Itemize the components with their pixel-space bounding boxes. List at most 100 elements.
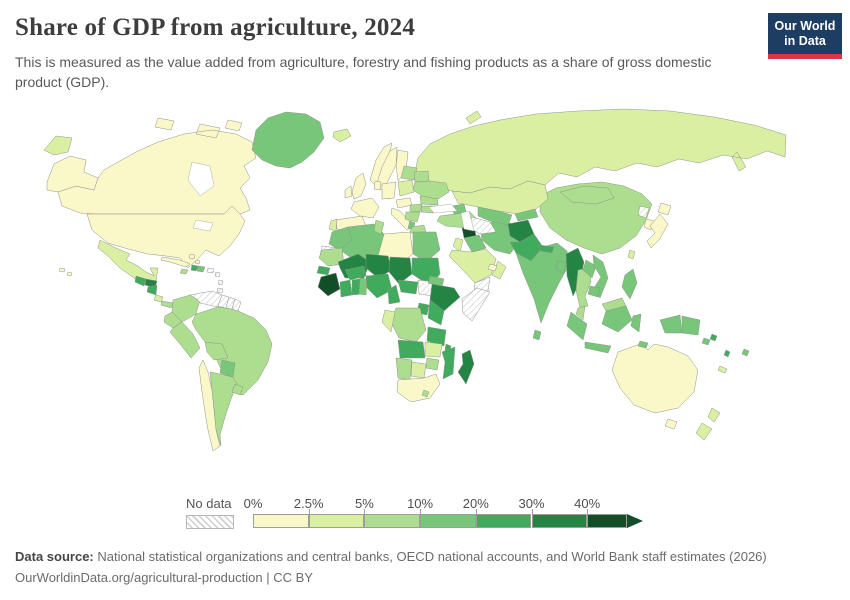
country-bangladesh[interactable] [555, 260, 567, 275]
country-kenya[interactable] [427, 299, 445, 326]
country-congo[interactable] [381, 309, 396, 333]
legend-bin-2.5-5%[interactable] [308, 514, 365, 528]
country-hungary[interactable] [409, 203, 423, 213]
legend-bin-5-10%[interactable] [364, 514, 421, 528]
country-botswana[interactable] [410, 361, 427, 379]
country-vanuatu[interactable] [723, 349, 731, 358]
country-jamaica[interactable] [179, 268, 189, 275]
country-tanzania[interactable] [426, 326, 447, 347]
country-finland[interactable] [395, 149, 409, 182]
country-guatemala[interactable] [134, 275, 147, 287]
country-jordan[interactable] [452, 237, 464, 253]
country-australia[interactable] [611, 343, 699, 430]
country-iceland[interactable] [332, 128, 352, 143]
country-cuba[interactable] [160, 256, 191, 268]
country-united-states[interactable] [46, 155, 246, 277]
country-bolivia[interactable] [204, 341, 229, 361]
legend-bin-10-20%[interactable] [420, 514, 476, 528]
country-haiti[interactable] [190, 264, 199, 272]
country-papua-new-guinea[interactable] [681, 315, 711, 346]
legend-tick-label: 0% [243, 496, 263, 511]
country-sierra-leone[interactable] [317, 272, 341, 297]
country-eritrea[interactable] [427, 275, 445, 287]
legend-bin-20-30%[interactable] [475, 514, 532, 528]
country-new-zealand[interactable] [695, 407, 721, 441]
country-ireland[interactable] [344, 185, 353, 199]
country-central-african-republic[interactable] [397, 279, 419, 295]
country-fiji[interactable] [741, 348, 750, 357]
country-czechia[interactable] [395, 197, 413, 209]
country-taiwan[interactable] [627, 249, 636, 260]
country-sri-lanka[interactable] [532, 329, 542, 341]
legend-bin-40%+[interactable] [587, 514, 628, 528]
country-canada[interactable] [57, 117, 257, 215]
country-philippines[interactable] [621, 268, 638, 300]
country-mongolia[interactable] [559, 185, 615, 205]
country-cote-divoire[interactable] [339, 279, 353, 298]
country-tunisia[interactable] [373, 219, 385, 235]
country-uruguay[interactable] [231, 383, 244, 396]
footer-link[interactable]: OurWorldinData.org/agricultural-producti… [15, 570, 313, 586]
country-cambodia[interactable] [587, 285, 601, 298]
country-serbia[interactable] [404, 211, 421, 223]
country-zimbabwe[interactable] [425, 357, 440, 371]
country-kyrgyzstan[interactable] [514, 208, 539, 222]
country-nicaragua[interactable] [146, 284, 158, 296]
country-benin[interactable] [358, 277, 368, 296]
country-dominican-republic[interactable] [196, 265, 206, 273]
country-zambia[interactable] [424, 341, 443, 358]
country-belarus[interactable] [413, 170, 430, 183]
country-indonesia[interactable] [566, 305, 683, 354]
country-namibia[interactable] [395, 357, 413, 381]
legend-bin-0-2.5%[interactable] [253, 514, 309, 528]
country-peru[interactable] [169, 321, 201, 359]
country-poland[interactable] [397, 179, 415, 197]
country-united-arab-emirates[interactable] [487, 263, 498, 272]
country-chile[interactable] [198, 359, 221, 452]
country-democratic-republic-of-congo[interactable] [390, 307, 427, 343]
country-venezuela[interactable] [189, 290, 223, 308]
country-panama[interactable] [160, 300, 174, 309]
country-solomon-islands[interactable] [709, 333, 718, 342]
owid-logo[interactable]: Our World in Data [768, 13, 842, 59]
country-chad[interactable] [388, 256, 413, 285]
country-angola[interactable] [397, 339, 426, 359]
country-lesotho[interactable] [421, 389, 430, 398]
country-egypt[interactable] [412, 231, 441, 263]
country-new-caledonia[interactable] [717, 365, 728, 374]
country-ukraine[interactable] [412, 180, 450, 200]
country-laos[interactable] [582, 259, 597, 279]
country-france[interactable] [350, 197, 380, 219]
country-saudi-arabia[interactable] [448, 248, 497, 284]
country-japan[interactable] [646, 202, 672, 249]
country-mexico[interactable] [97, 239, 159, 285]
country-united-kingdom[interactable] [351, 172, 367, 200]
country-mozambique[interactable] [441, 346, 456, 380]
country-portugal[interactable] [328, 218, 338, 232]
legend-bin-30-40%[interactable] [531, 514, 588, 528]
country-south-africa[interactable] [396, 373, 441, 403]
country-iraq[interactable] [463, 234, 487, 253]
country-somalia[interactable] [461, 287, 491, 322]
country-netherlands[interactable] [373, 180, 382, 191]
country-lesser-antilles[interactable] [214, 271, 224, 294]
country-greenland[interactable] [251, 111, 325, 169]
country-germany[interactable] [381, 181, 397, 200]
country-china[interactable] [539, 181, 653, 255]
country-costa-rica[interactable] [153, 294, 164, 303]
country-nigeria[interactable] [365, 273, 393, 299]
country-russia[interactable] [43, 108, 787, 194]
country-mauritania[interactable] [318, 247, 345, 267]
country-senegal[interactable] [316, 265, 331, 276]
country-north-korea[interactable] [637, 205, 650, 219]
country-french-guiana[interactable] [231, 298, 242, 312]
country-niger[interactable] [365, 253, 393, 279]
country-ethiopia[interactable] [429, 283, 461, 312]
country-lithuania[interactable] [400, 165, 418, 181]
country-madagascar[interactable] [457, 349, 475, 385]
country-nepal[interactable] [539, 244, 555, 254]
country-bahamas[interactable] [188, 253, 201, 265]
country-cameroon[interactable] [387, 284, 401, 305]
country-puerto-rico[interactable] [206, 267, 215, 274]
legend-no-data-swatch[interactable] [186, 515, 234, 529]
